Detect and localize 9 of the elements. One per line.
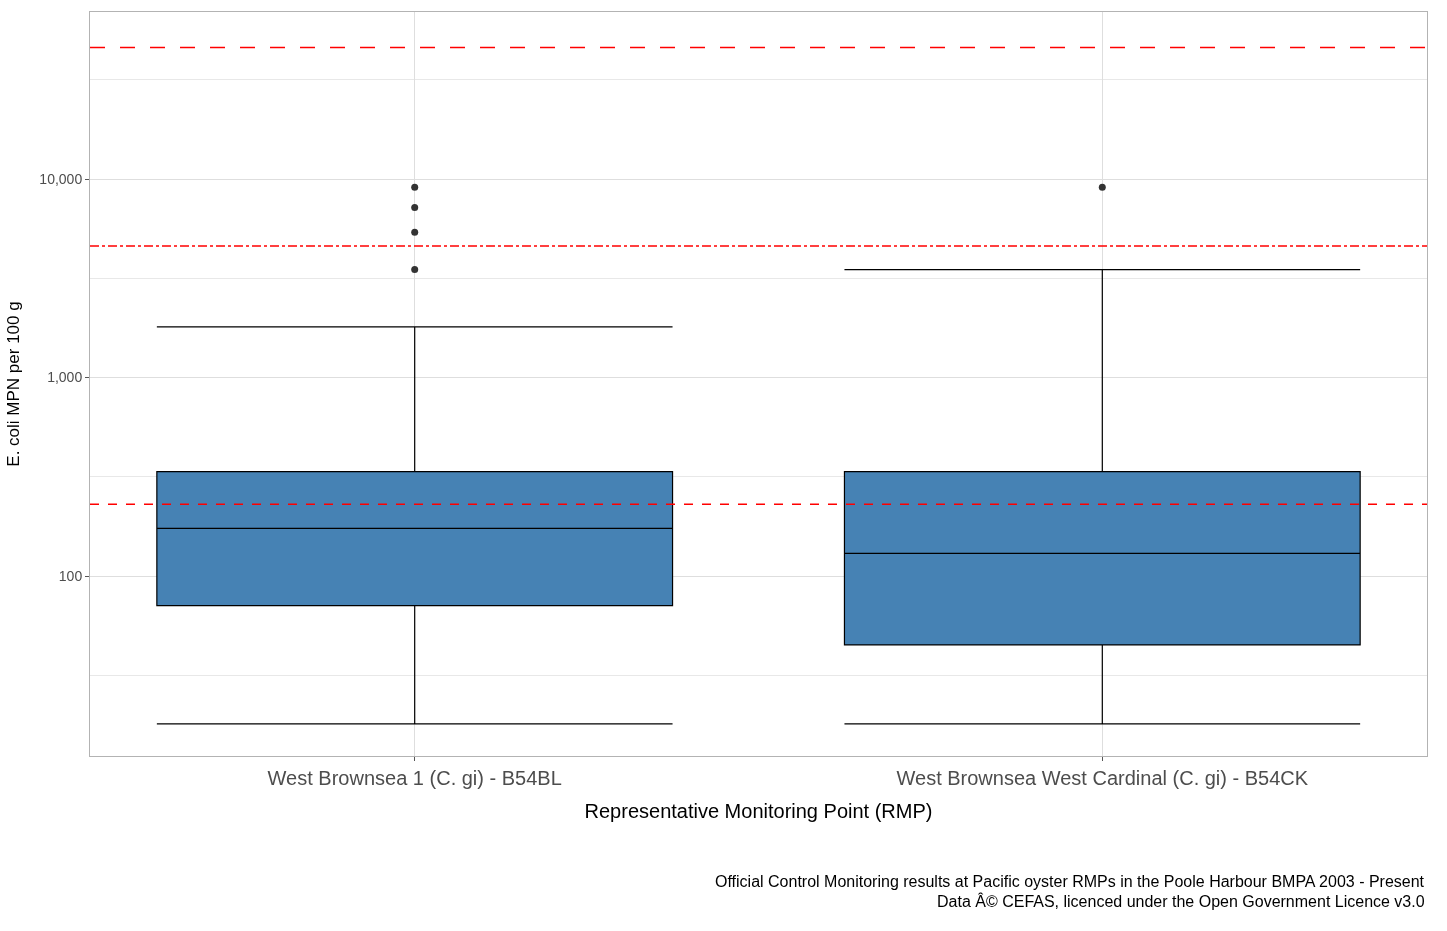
x-axis-title: Representative Monitoring Point (RMP) bbox=[584, 799, 933, 822]
text: Data Â© CEFAS, licenced under the Open Government Licence v3.0 bbox=[937, 892, 1425, 910]
y-tick-label: 100 bbox=[58, 567, 83, 584]
y-axis-title: E. coli MPN per 100 g bbox=[3, 301, 23, 467]
y-tick-label: 1,000 bbox=[47, 369, 83, 386]
x-tick-label: West Brownsea 1 (C. gi) - B54BL bbox=[267, 767, 562, 789]
y-tick-label: 10,000 bbox=[39, 171, 83, 188]
x-tick-label: West Brownsea West Cardinal (C. gi) - B54CK bbox=[896, 767, 1309, 789]
text: Official Control Monitoring results at Pacific oyster RMPs in the Poole Harbour BMPA 2003 - Present bbox=[715, 873, 1425, 890]
